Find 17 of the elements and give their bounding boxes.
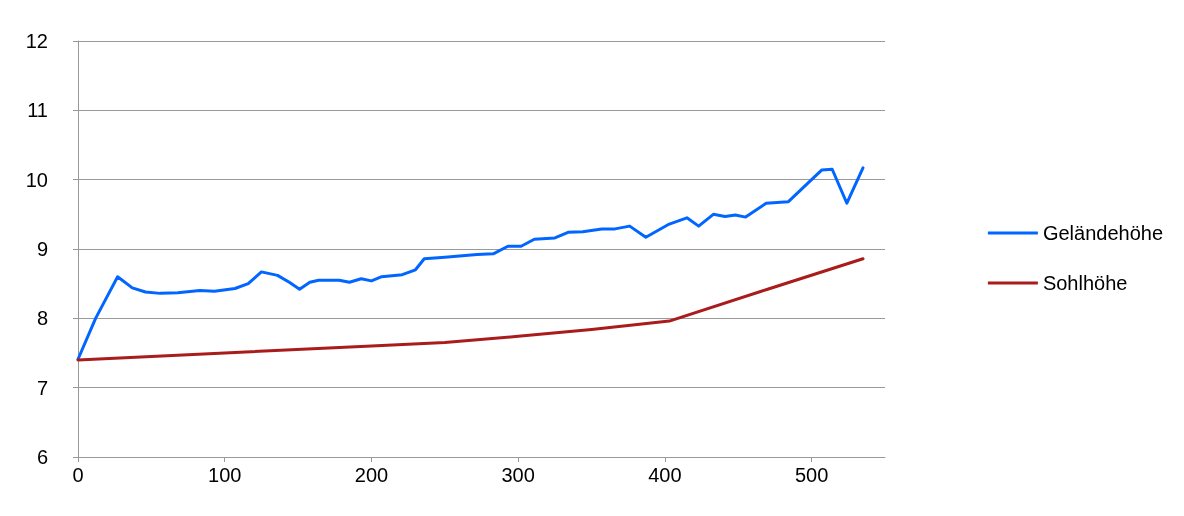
- line-series: [76, 257, 865, 362]
- legend-label: Sohlhöhe: [1042, 272, 1128, 294]
- x-tick-label: 400: [648, 464, 682, 486]
- y-tick-label: 12: [25, 30, 48, 52]
- y-tick-label: 11: [27, 99, 48, 122]
- legend-label: Geländehöhe: [1042, 222, 1163, 244]
- x-tick-label: 300: [501, 464, 535, 486]
- x-tick-label: 200: [354, 464, 389, 486]
- x-tick-label: 500: [794, 464, 829, 486]
- x-tick-label: 100: [208, 464, 242, 486]
- y-tick-label: 10: [25, 168, 48, 191]
- y-tick-label: 7: [36, 376, 48, 399]
- line-series: [76, 166, 865, 361]
- x-tick-label: 0: [72, 464, 84, 486]
- y-tick-label: 6: [36, 446, 48, 468]
- y-tick-label: 9: [36, 238, 48, 260]
- y-tick-label: 8: [36, 307, 48, 330]
